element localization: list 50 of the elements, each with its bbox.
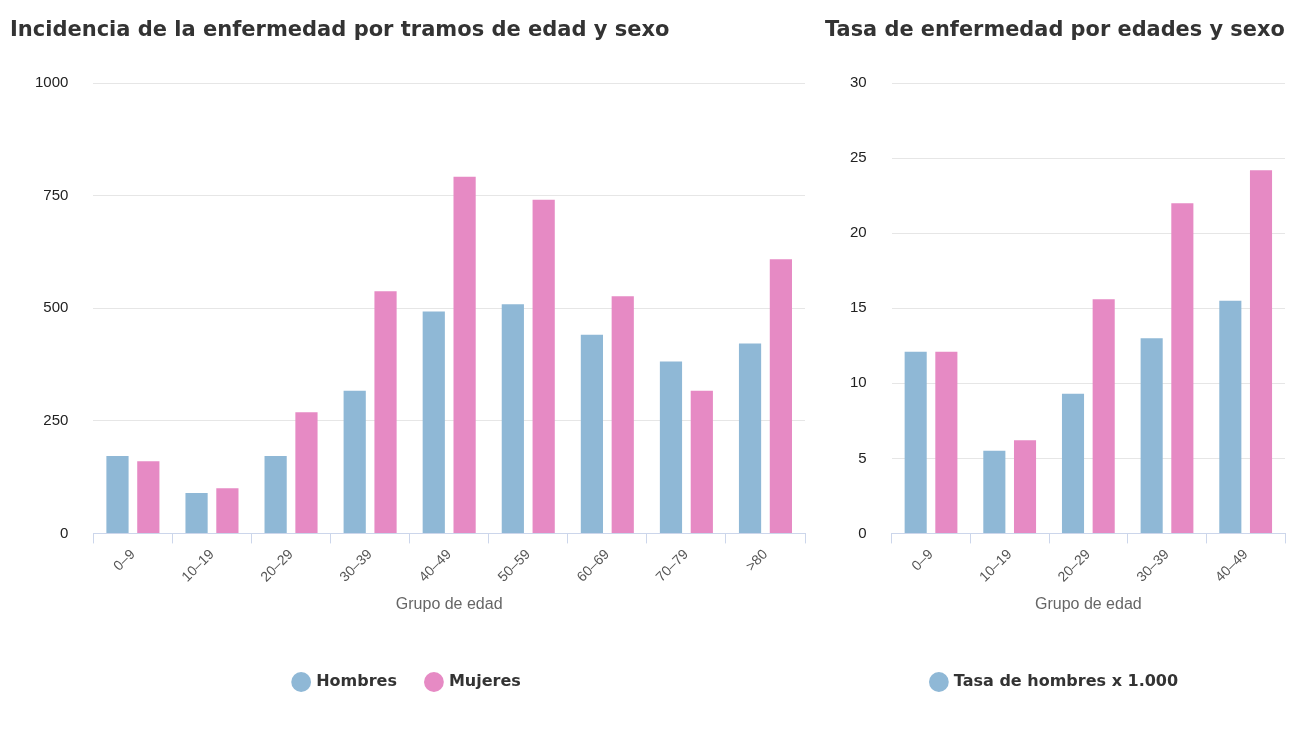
bar — [501, 304, 524, 533]
bar — [769, 259, 792, 533]
y-tick-label: 20 — [850, 223, 867, 241]
y-tick-label: 500 — [43, 298, 69, 316]
x-axis-title: Grupo de edad — [395, 594, 503, 612]
x-tick-label: 0–9 — [109, 545, 138, 574]
bar — [611, 296, 634, 533]
bar — [137, 461, 160, 533]
bar — [659, 361, 683, 533]
bar — [904, 351, 927, 533]
bar — [295, 412, 318, 533]
y-tick-label: 0 — [60, 523, 69, 541]
bar — [1249, 170, 1273, 533]
y-tick-label: 1000 — [34, 73, 69, 91]
y-tick-label: 0 — [858, 523, 867, 541]
y-tick-label: 30 — [850, 73, 867, 91]
legend-label: Mujeres — [448, 671, 521, 691]
bar — [422, 311, 445, 533]
y-tick-label: 25 — [850, 148, 867, 166]
bar — [1219, 300, 1242, 533]
x-tick-label: 0–9 — [908, 545, 937, 574]
bar — [185, 492, 208, 533]
y-tick-label: 10 — [850, 373, 867, 391]
bar — [1092, 299, 1115, 533]
bar — [1013, 440, 1037, 533]
bar — [1061, 393, 1085, 533]
bar — [935, 351, 958, 533]
y-tick-label: 750 — [43, 185, 69, 203]
x-axis-title: Grupo de edad — [1034, 594, 1142, 612]
bar — [343, 390, 366, 533]
x-tick-label: >80 — [742, 545, 771, 574]
bar — [738, 343, 762, 533]
bar — [264, 455, 287, 533]
chart-title: Tasa de enfermedad por edades y sexo — [825, 17, 1285, 42]
y-tick-label: 250 — [43, 410, 69, 428]
legend-label: Tasa de hombres x 1.000 — [953, 671, 1179, 691]
legend-label: Hombres — [316, 671, 397, 691]
bar — [983, 450, 1006, 533]
bar — [374, 291, 397, 533]
y-tick-label: 15 — [850, 298, 867, 316]
bar — [216, 488, 239, 533]
y-tick-label: 5 — [858, 448, 867, 466]
bar — [1171, 203, 1194, 533]
bar — [106, 455, 129, 533]
bar — [690, 390, 713, 533]
bar — [580, 334, 604, 533]
chart-title: Incidencia de la enfermedad por tramos de edad y sexo — [10, 17, 670, 42]
bar — [453, 176, 476, 533]
bar — [532, 199, 555, 533]
bar — [1140, 338, 1163, 533]
